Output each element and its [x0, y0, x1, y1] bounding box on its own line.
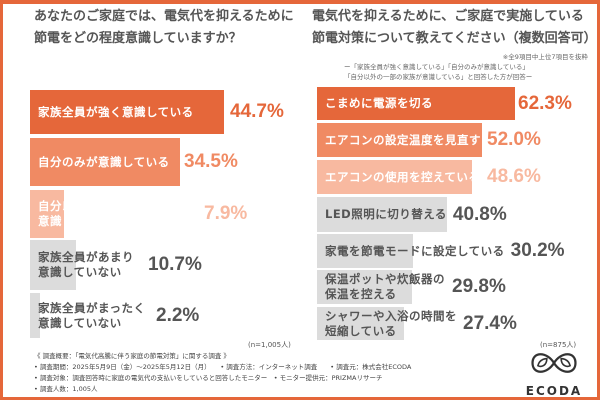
- bar-label: 自分のみが意識している: [38, 154, 170, 169]
- value-label: 34.5%: [184, 151, 238, 172]
- right-chart-subnote-1: ー「家族全員が強く意識している」「自分のみが意識している」: [344, 63, 529, 71]
- bar-label: 保温ポットや炊飯器の保温を控える: [325, 272, 445, 301]
- bar: [317, 270, 412, 304]
- left-sample-size: (n=1,005人): [248, 341, 291, 349]
- bar: [317, 234, 414, 268]
- bar-label: 家族全員が強く意識している: [38, 104, 194, 119]
- bar-label: 家族全員があまり意識していない: [38, 250, 134, 279]
- bar: [30, 190, 65, 238]
- value-label: 52.0%: [487, 129, 541, 150]
- value-label: 29.8%: [452, 276, 506, 297]
- value-label: 48.6%: [487, 166, 541, 187]
- value-label: 2.2%: [156, 304, 200, 326]
- bar-label: 家電を節電モードに設定している: [325, 243, 505, 258]
- right-chart-title: 電気代を抑えるために、ご家庭で実施している節電対策について教えてください（複数回…: [312, 9, 597, 46]
- value-label: 10.7%: [148, 254, 202, 275]
- value-label: 7.9%: [204, 203, 248, 224]
- bar-label: エアコンの設定温度を見直す: [325, 132, 481, 147]
- bar-label: こまめに電源を切る: [325, 96, 433, 110]
- bar: [317, 160, 472, 194]
- value-label: 44.7%: [230, 101, 284, 122]
- bar-label: LED照明に切り替える: [325, 207, 447, 221]
- bar-label: 自分以外の一部の家族が意識している: [38, 199, 170, 228]
- value-label: 40.8%: [452, 203, 507, 225]
- bar: [30, 240, 77, 290]
- ecoda-logo: ECODA: [522, 346, 586, 398]
- footer-line-4: • 調査人数：1,005人: [34, 385, 98, 393]
- left-chart-title: あなたのご家庭では、電気代を抑えるために節電をどの程度意識していますか？: [34, 9, 294, 46]
- right-chart-subnote-2: 「自分以外の一部の家族が意識している」と回答した方が回答ー: [344, 73, 533, 81]
- footer-line-2: • 調査期間：2025年5月9日（金）〜2025年5月12日（月） • 調査方法…: [34, 363, 412, 371]
- logo-text: ECODA: [525, 384, 583, 398]
- value-label: 30.2%: [510, 240, 565, 261]
- bar: [317, 197, 447, 232]
- right-chart-note: ※全9項目中上位7項目を抜粋: [502, 53, 588, 61]
- footer-line-1: 《 調査概要：「電気代高騰に伴う家庭の節電対策」に関する調査 》: [34, 352, 230, 360]
- bar: [30, 293, 40, 338]
- value-label: 62.3%: [518, 92, 572, 114]
- bar: [317, 307, 405, 340]
- right-sample-size: (n=875人): [540, 341, 577, 349]
- bar: [317, 87, 516, 120]
- footer-line-3: • 調査対象：調査回答時に家庭の電気代の支払いをしていると回答したモニター • …: [34, 374, 383, 382]
- bar: [30, 138, 180, 186]
- bar-label: シャワーや入浴の時間を短縮している: [325, 308, 457, 338]
- leaf-infinity-icon: [531, 353, 577, 373]
- bar: [317, 123, 483, 157]
- bar-label: エアコンの使用を控えている: [325, 169, 481, 184]
- bar-label: 家族全員がまったく意識していない: [38, 300, 146, 330]
- value-label: 27.4%: [463, 312, 517, 334]
- bar: [30, 90, 224, 134]
